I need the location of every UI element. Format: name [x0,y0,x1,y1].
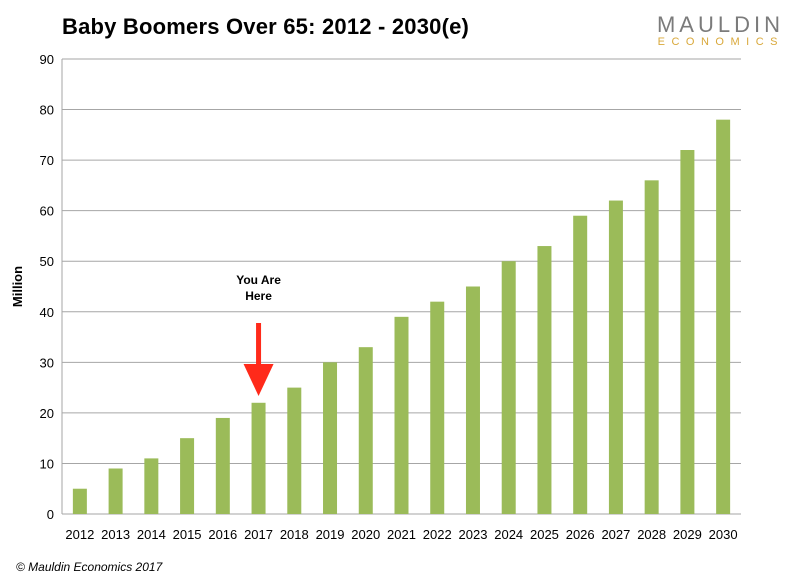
bar-2024 [501,261,516,514]
x-tick-labels: 2012 2013 2014 2015 2016 2017 2018 2019 2020 2021… [65,527,737,542]
x-tick-label: 2014 [137,527,166,542]
bar-2019 [323,362,338,514]
x-tick-label: 2027 [601,527,630,542]
arrow-shaft [256,323,262,365]
x-tick-label: 2013 [101,527,130,542]
logo-main-text: MAULDIN [656,12,784,37]
x-tick-label: 2020 [351,527,380,542]
you-are-here-annotation: You Are Here [236,273,281,396]
bar-2012 [72,488,87,514]
bar-2028 [644,180,659,515]
x-tick-label: 2029 [673,527,702,542]
bar-2021 [394,316,409,514]
bar-2030 [716,119,731,515]
x-tick-label: 2024 [494,527,523,542]
chart-title: Baby Boomers Over 65: 2012 - 2030(e) [62,14,470,39]
annotation-line2: Here [245,289,272,303]
x-tick-label: 2019 [316,527,345,542]
x-tick-label: 2012 [65,527,94,542]
annotation-line1: You Are [236,273,281,287]
x-tick-label: 2026 [566,527,595,542]
bar-2016 [215,417,230,514]
bars [72,119,731,515]
x-tick-label: 2018 [280,527,309,542]
y-tick-label: 90 [40,52,54,67]
x-tick-label: 2028 [637,527,666,542]
y-tick-label: 10 [40,456,54,471]
bar-2020 [358,347,373,514]
x-tick-label: 2015 [173,527,202,542]
bar-2027 [608,200,623,515]
arrow-down-icon [243,364,274,396]
bar-2029 [680,150,695,514]
logo-sub-text: ECONOMICS [657,36,784,48]
copyright-text: © Mauldin Economics 2017 [16,560,163,574]
x-tick-label: 2023 [459,527,488,542]
bar-2022 [430,301,445,514]
y-tick-label: 70 [40,153,54,168]
mauldin-economics-logo: MAULDIN ECONOMICS [657,14,784,48]
x-tick-label: 2017 [244,527,273,542]
y-tick-label: 40 [40,305,54,320]
y-tick-label: 60 [40,204,54,219]
y-tick-label: 0 [47,507,54,522]
bar-2026 [573,215,588,514]
x-tick-label: 2022 [423,527,452,542]
x-tick-label: 2030 [709,527,738,542]
bar-2023 [465,286,480,514]
bar-2015 [180,438,195,514]
y-tick-label: 80 [40,103,54,118]
x-tick-label: 2025 [530,527,559,542]
x-tick-label: 2016 [208,527,237,542]
bar-2017 [251,402,266,514]
bar-2018 [287,387,302,514]
y-tick-label: 20 [40,406,54,421]
y-axis-title: Million [10,266,25,307]
y-tick-label: 30 [40,355,54,370]
x-tick-label: 2021 [387,527,416,542]
y-tick-label: 50 [40,254,54,269]
y-tick-labels: 0 10 20 30 40 50 60 70 80 90 [40,52,54,522]
bar-2014 [144,458,159,514]
bar-2025 [537,246,552,515]
bar-2013 [108,468,123,514]
